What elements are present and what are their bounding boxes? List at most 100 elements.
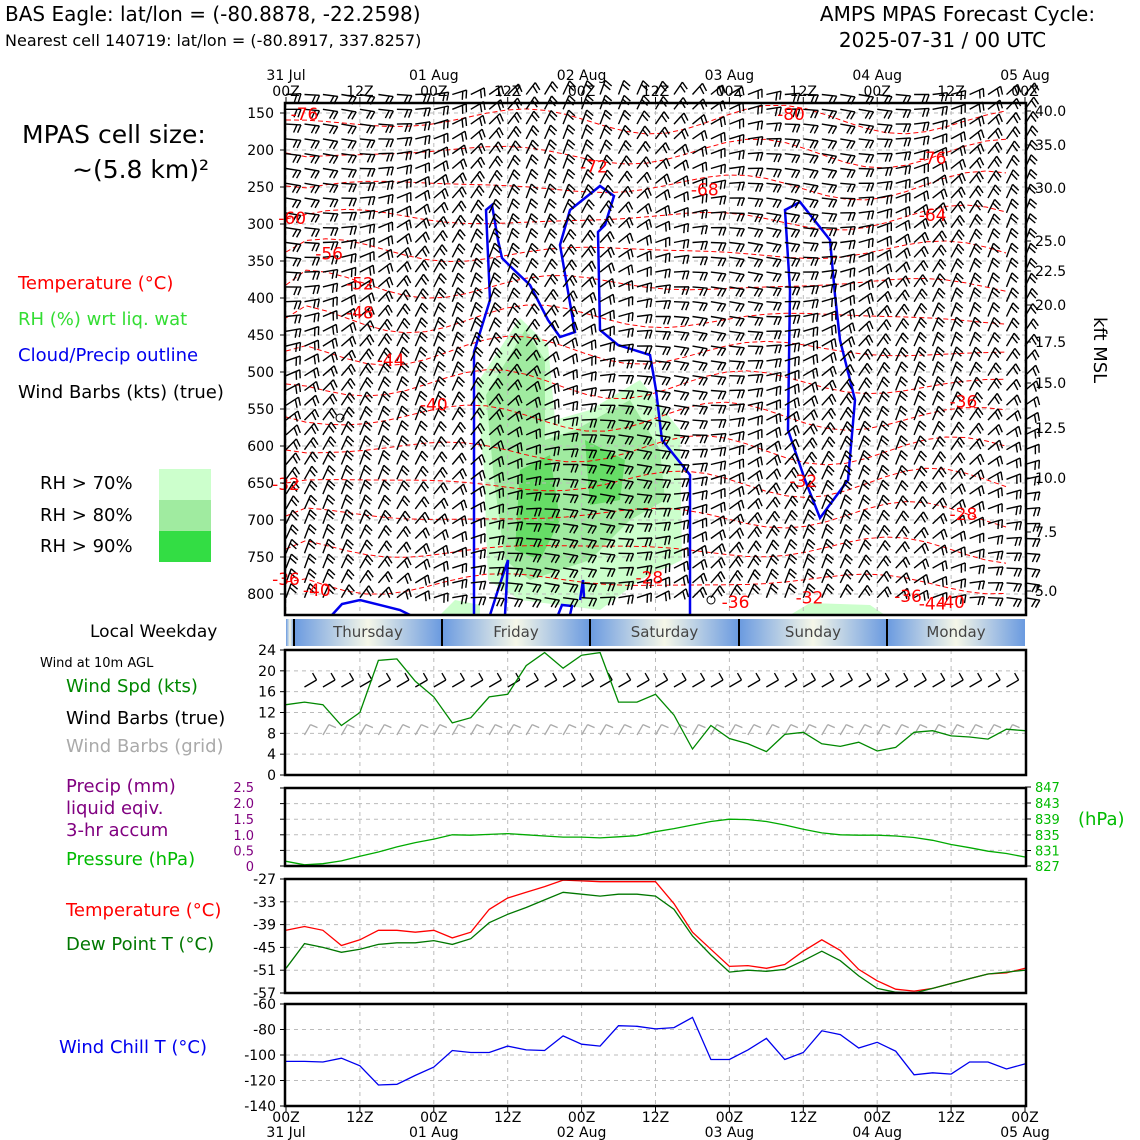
wind-barb — [987, 597, 1004, 607]
wind-barb — [913, 496, 929, 510]
wind-barb — [802, 451, 818, 465]
wind-barb — [544, 351, 560, 363]
wind-barb — [1024, 507, 1041, 517]
wind-barb — [876, 290, 893, 303]
wind-barb — [526, 491, 542, 502]
wind-barb — [673, 588, 690, 600]
wind-barb — [673, 222, 690, 234]
wind-barb — [766, 90, 782, 101]
wind-barb — [526, 567, 542, 578]
wind-barb — [969, 548, 985, 559]
wind-barb — [784, 410, 800, 423]
wind-barb — [396, 390, 410, 406]
temperature-contour-label: -56 — [315, 244, 343, 264]
wind-barb — [507, 410, 523, 422]
cloud-outlines — [331, 184, 857, 617]
y-tick-label: 20 — [258, 664, 276, 680]
wind-barb — [544, 398, 560, 410]
wind-barb — [969, 596, 986, 606]
wind-barb — [618, 566, 635, 577]
wind-barb — [377, 361, 392, 377]
wind-barb — [618, 327, 634, 338]
wind-barb — [414, 375, 428, 391]
wind-barb — [525, 110, 540, 125]
wind-barb — [729, 286, 745, 298]
wind-barb — [470, 316, 483, 332]
wind-barb — [507, 83, 523, 96]
wind-barb — [655, 157, 671, 170]
wind-barb — [710, 211, 727, 221]
wind-barb — [765, 482, 781, 495]
wind-barb — [544, 462, 561, 472]
wind-barb — [655, 204, 671, 217]
wind-barb — [304, 108, 321, 119]
wind-barb — [895, 495, 909, 510]
wind-barb — [451, 515, 468, 527]
legend-temperature: Temperature (°C) — [18, 273, 174, 294]
wind-barb — [581, 537, 598, 549]
weekday-label: Saturday — [631, 623, 699, 641]
wind-barb — [618, 478, 634, 490]
wind-barb — [931, 451, 947, 465]
wind-barb — [950, 229, 965, 243]
wind-barb — [285, 93, 302, 103]
wind-barb — [803, 182, 819, 194]
wind-barb — [655, 252, 671, 263]
wind-barb — [340, 377, 356, 391]
wind-barb — [488, 85, 505, 97]
wind-barb — [377, 376, 392, 391]
wind-barb — [765, 468, 782, 480]
wind-barb — [396, 317, 411, 332]
wind-barb — [488, 440, 505, 452]
wind-barb — [322, 167, 339, 179]
wind-barb — [729, 86, 745, 98]
wind-barb — [562, 124, 576, 140]
wind-barb — [525, 396, 542, 408]
wind-barb — [766, 106, 782, 117]
top-hour-label: 00Z — [1011, 84, 1038, 100]
wind-barb — [729, 471, 745, 483]
wind-barb — [913, 465, 928, 480]
dew-point-label: Dew Point T (°C) — [66, 934, 215, 955]
wind-barb — [858, 251, 874, 262]
wind-barb — [636, 234, 653, 246]
wind-barb — [895, 541, 910, 554]
wind-barb — [303, 583, 317, 598]
wind-barb — [396, 108, 413, 118]
wind-barb — [655, 345, 672, 356]
y-tick-label: -100 — [244, 1048, 276, 1064]
wind-barb — [1006, 552, 1023, 562]
wind-barb — [377, 304, 393, 317]
wind-barb — [1005, 227, 1019, 243]
wind-barb — [858, 306, 874, 318]
wind-barb — [341, 153, 357, 164]
wind-barb — [470, 185, 485, 199]
temperature-line — [285, 879, 1026, 992]
wind-barb — [525, 380, 542, 393]
wind-barb — [581, 418, 598, 428]
wind-barb — [931, 405, 946, 421]
wind-barb — [488, 155, 504, 169]
wind-barb — [1005, 213, 1019, 228]
wind-barb — [747, 227, 764, 238]
wind-barb — [451, 452, 467, 465]
wind-barb — [525, 428, 542, 440]
wind-barb — [286, 108, 302, 118]
wind-barb — [507, 473, 523, 485]
wind-barb — [636, 672, 650, 688]
wind-barb — [766, 412, 782, 424]
wind-barb — [507, 597, 524, 608]
pressure-tick-label: 827 — [1035, 860, 1060, 875]
wind-barb — [600, 419, 616, 429]
wind-barb — [710, 286, 727, 297]
wind-barb — [562, 353, 579, 365]
wind-barb — [636, 434, 653, 446]
wind-barb — [322, 494, 336, 510]
wind-barb — [784, 424, 800, 437]
wind-barb — [526, 597, 542, 608]
wind-barb — [913, 420, 927, 436]
wind-barb — [396, 572, 412, 584]
wind-barb — [470, 301, 483, 317]
wind-barb — [950, 530, 967, 542]
wind-barb — [1005, 242, 1019, 258]
